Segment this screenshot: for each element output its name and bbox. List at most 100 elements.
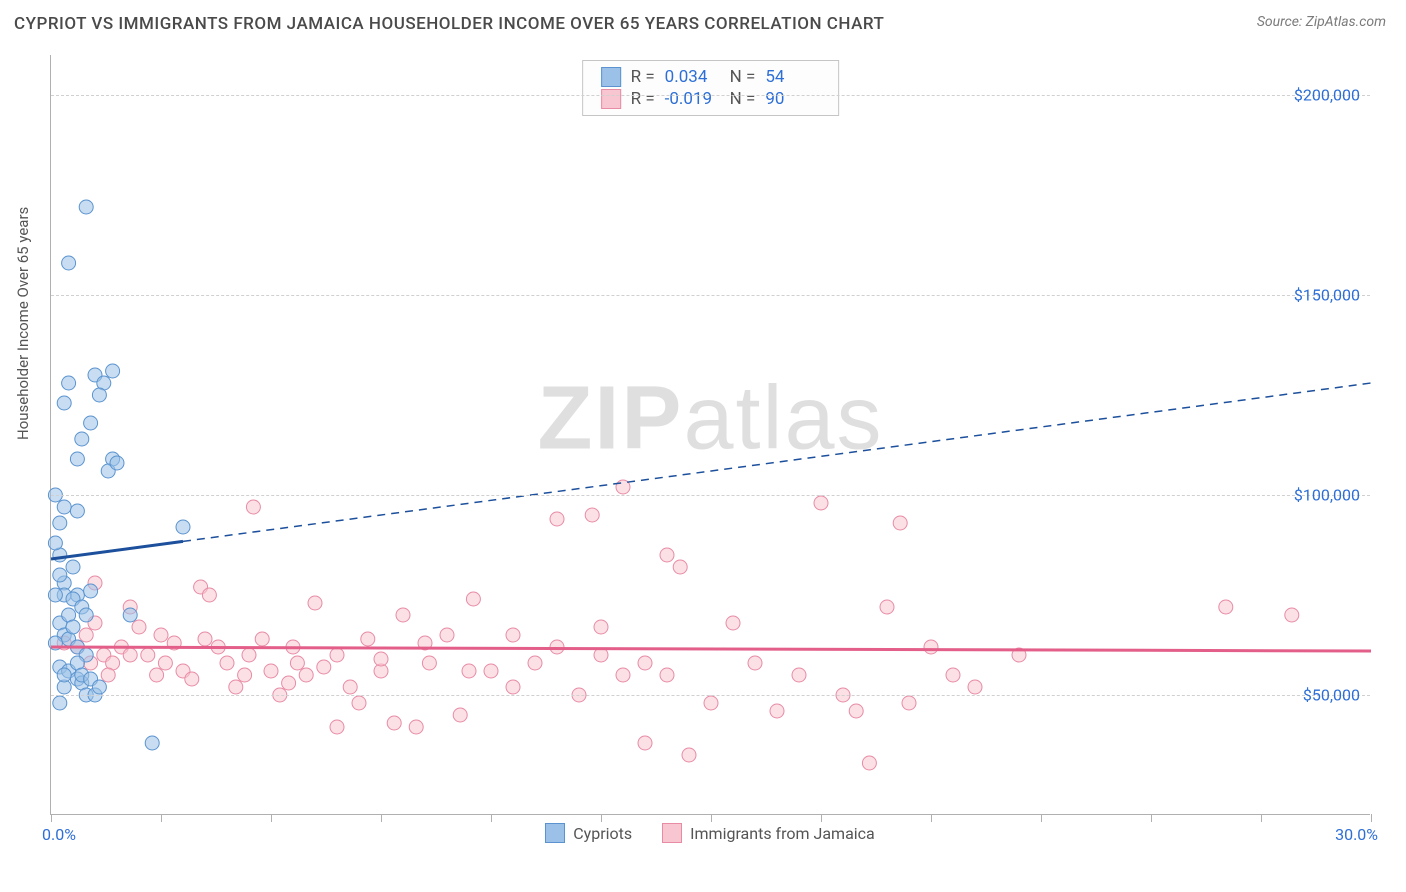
y-tick-label: $100,000 bbox=[1294, 486, 1360, 505]
data-point bbox=[176, 520, 190, 534]
y-tick-label: $150,000 bbox=[1294, 286, 1360, 305]
data-point bbox=[660, 668, 674, 682]
stats-n-label-a: N = bbox=[730, 67, 756, 87]
data-point bbox=[92, 388, 106, 402]
data-point bbox=[422, 656, 436, 670]
data-point bbox=[361, 632, 375, 646]
gridline-h bbox=[51, 295, 1370, 296]
data-point bbox=[462, 664, 476, 678]
data-point bbox=[62, 256, 76, 270]
data-point bbox=[154, 628, 168, 642]
legend-swatch-a bbox=[545, 823, 565, 843]
data-point bbox=[330, 720, 344, 734]
legend: Cypriots Immigrants from Jamaica bbox=[50, 823, 1370, 843]
data-point bbox=[704, 696, 718, 710]
data-point bbox=[352, 696, 366, 710]
data-point bbox=[57, 500, 71, 514]
stats-r-value-a: 0.034 bbox=[665, 67, 720, 87]
data-point bbox=[726, 616, 740, 630]
data-point bbox=[330, 648, 344, 662]
data-point bbox=[880, 600, 894, 614]
source-name: ZipAtlas.com bbox=[1306, 14, 1386, 30]
data-point bbox=[75, 432, 89, 446]
x-tick bbox=[711, 814, 712, 822]
data-point bbox=[409, 720, 423, 734]
data-point bbox=[1219, 600, 1233, 614]
trend-line bbox=[51, 541, 183, 559]
chart-plot-area: ZIPatlas R = 0.034 N = 54 R = -0.019 N =… bbox=[50, 55, 1370, 815]
data-point bbox=[308, 596, 322, 610]
data-point bbox=[145, 736, 159, 750]
data-point bbox=[299, 668, 313, 682]
x-tick bbox=[381, 814, 382, 822]
data-point bbox=[506, 628, 520, 642]
data-point bbox=[79, 608, 93, 622]
stats-n-value-a: 54 bbox=[765, 67, 820, 87]
data-point bbox=[585, 508, 599, 522]
legend-label-b: Immigrants from Jamaica bbox=[690, 824, 875, 843]
x-tick bbox=[931, 814, 932, 822]
chart-source: Source: ZipAtlas.com bbox=[1257, 14, 1386, 30]
data-point bbox=[374, 652, 388, 666]
data-point bbox=[70, 452, 84, 466]
x-tick bbox=[1041, 814, 1042, 822]
data-point bbox=[53, 696, 67, 710]
data-point bbox=[550, 640, 564, 654]
data-point bbox=[638, 736, 652, 750]
data-point bbox=[84, 416, 98, 430]
data-point bbox=[814, 496, 828, 510]
data-point bbox=[70, 504, 84, 518]
data-point bbox=[57, 396, 71, 410]
data-point bbox=[110, 456, 124, 470]
y-tick-label: $50,000 bbox=[1303, 686, 1360, 705]
data-point bbox=[48, 536, 62, 550]
chart-title: CYPRIOT VS IMMIGRANTS FROM JAMAICA HOUSE… bbox=[14, 14, 884, 34]
data-point bbox=[255, 632, 269, 646]
x-tick bbox=[1261, 814, 1262, 822]
data-point bbox=[62, 376, 76, 390]
x-tick bbox=[601, 814, 602, 822]
data-point bbox=[673, 560, 687, 574]
stats-row-a: R = 0.034 N = 54 bbox=[601, 67, 821, 87]
data-point bbox=[150, 668, 164, 682]
data-point bbox=[202, 588, 216, 602]
gridline-h bbox=[51, 95, 1370, 96]
data-point bbox=[48, 588, 62, 602]
x-tick bbox=[1151, 814, 1152, 822]
data-point bbox=[396, 608, 410, 622]
data-point bbox=[616, 668, 630, 682]
data-point bbox=[264, 664, 278, 678]
data-point bbox=[92, 680, 106, 694]
data-point bbox=[53, 568, 67, 582]
y-tick-label: $200,000 bbox=[1294, 86, 1360, 105]
data-point bbox=[946, 668, 960, 682]
data-point bbox=[198, 632, 212, 646]
data-point bbox=[902, 696, 916, 710]
data-point bbox=[132, 620, 146, 634]
plot-svg bbox=[51, 55, 1370, 814]
data-point bbox=[106, 364, 120, 378]
data-point bbox=[440, 628, 454, 642]
legend-item-a: Cypriots bbox=[545, 823, 632, 843]
data-point bbox=[53, 516, 67, 530]
data-point bbox=[84, 584, 98, 598]
stats-r-value-b: -0.019 bbox=[665, 89, 720, 109]
data-point bbox=[770, 704, 784, 718]
data-point bbox=[466, 592, 480, 606]
data-point bbox=[343, 680, 357, 694]
stats-r-label-a: R = bbox=[631, 67, 655, 87]
trend-line bbox=[183, 383, 1371, 541]
data-point bbox=[290, 656, 304, 670]
data-point bbox=[282, 676, 296, 690]
data-point bbox=[123, 648, 137, 662]
x-tick bbox=[161, 814, 162, 822]
stats-box: R = 0.034 N = 54 R = -0.019 N = 90 bbox=[582, 60, 840, 116]
data-point bbox=[123, 608, 137, 622]
y-axis-label: Householder Income Over 65 years bbox=[14, 207, 32, 440]
stats-n-value-b: 90 bbox=[765, 89, 820, 109]
stats-swatch-a bbox=[601, 67, 621, 87]
data-point bbox=[1285, 608, 1299, 622]
data-point bbox=[862, 756, 876, 770]
data-point bbox=[387, 716, 401, 730]
data-point bbox=[453, 708, 467, 722]
